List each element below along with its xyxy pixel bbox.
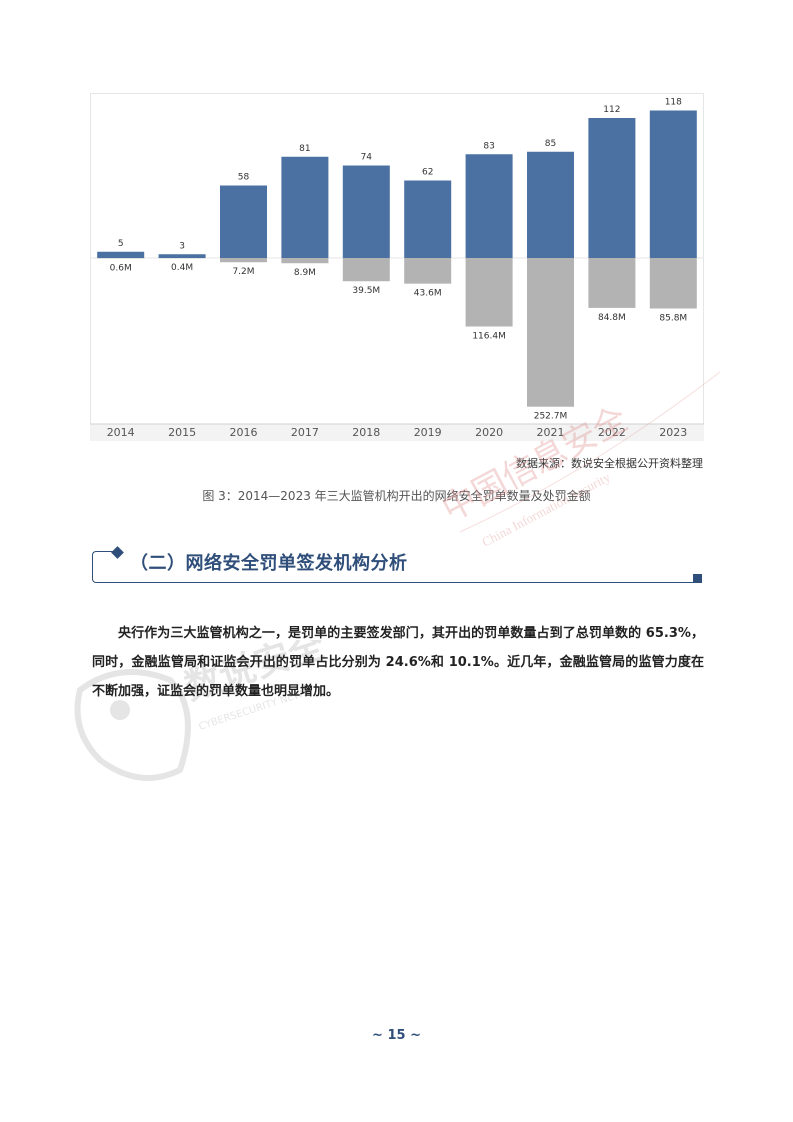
section-heading: （二）网络安全罚单签发机构分析: [92, 546, 702, 583]
data-label-count-2023: 118: [665, 98, 682, 108]
data-label-amount-2020: 116.4M: [472, 332, 506, 342]
bar-count-2023: [649, 110, 697, 258]
data-label-amount-2015: 0.4M: [171, 263, 193, 273]
page-number: ~ 15 ~: [372, 1028, 421, 1043]
bar-amount-2017: [281, 258, 329, 264]
square-icon: [693, 574, 702, 583]
x-tick-label-2016: 2016: [230, 426, 258, 439]
bar-count-2015: [158, 254, 206, 258]
bar-count-2021: [527, 151, 574, 258]
bar-count-2022: [588, 118, 636, 258]
data-source-note: 数据来源：数说安全根据公开资料整理: [516, 457, 703, 470]
bar-count-2018: [342, 165, 390, 258]
data-label-amount-2018: 39.5M: [352, 286, 380, 296]
data-label-count-2017: 81: [299, 144, 310, 154]
bar-count-2016: [220, 185, 267, 258]
bar-count-2014: [97, 251, 145, 258]
data-label-amount-2023: 85.8M: [659, 313, 687, 323]
x-tick-label-2014: 2014: [107, 426, 135, 439]
data-label-count-2020: 83: [483, 141, 494, 151]
x-tick-label-2022: 2022: [598, 426, 626, 439]
x-tick-label-2015: 2015: [168, 426, 196, 439]
bar-chart: 5 0.6M 2014 3 0.4M 2015 58 7.2M 2016 81 8.9M 2017 74…: [90, 93, 704, 441]
bar-amount-2020: [465, 258, 513, 327]
data-label-count-2014: 5: [118, 239, 124, 249]
section-title: （二）网络安全罚单签发机构分析: [130, 553, 408, 574]
data-label-amount-2017: 8.9M: [294, 268, 316, 278]
bar-amount-2018: [342, 258, 390, 282]
x-tick-label-2017: 2017: [291, 426, 319, 439]
data-label-amount-2022: 84.8M: [598, 313, 626, 323]
data-label-count-2022: 112: [603, 105, 620, 115]
chart-svg: 5 0.6M 2014 3 0.4M 2015 58 7.2M 2016 81 8.9M 2017 74…: [90, 93, 704, 441]
bar-amount-2023: [649, 258, 697, 309]
data-label-count-2018: 74: [361, 153, 373, 163]
bar-count-2020: [465, 154, 513, 258]
bar-amount-2022: [588, 258, 636, 308]
x-tick-label-2021: 2021: [537, 426, 565, 439]
bar-count-2017: [281, 156, 329, 258]
data-label-count-2016: 58: [238, 173, 250, 183]
x-axis-band: [90, 424, 704, 441]
figure-caption: 图 3：2014—2023 年三大监管机构开出的网络安全罚单数量及处罚金额: [202, 489, 591, 503]
data-label-amount-2019: 43.6M: [414, 289, 442, 299]
data-label-amount-2014: 0.6M: [110, 263, 132, 273]
bar-amount-2016: [220, 258, 267, 263]
body-paragraph: 央行作为三大监管机构之一，是罚单的主要签发部门，其开出的罚单数量占到了总罚单数的…: [92, 626, 704, 699]
data-label-count-2019: 62: [422, 168, 433, 178]
x-tick-label-2019: 2019: [414, 426, 442, 439]
data-label-amount-2016: 7.2M: [232, 267, 254, 277]
data-label-amount-2021: 252.7M: [534, 412, 568, 422]
bar-amount-2021: [527, 258, 574, 407]
watermark-stamp-en: China Information Security: [479, 469, 613, 550]
bar-amount-2019: [404, 258, 452, 284]
x-tick-label-2018: 2018: [352, 426, 380, 439]
data-label-count-2021: 85: [545, 139, 556, 149]
x-tick-label-2020: 2020: [475, 426, 503, 439]
x-tick-label-2023: 2023: [659, 426, 687, 439]
data-label-count-2015: 3: [179, 241, 185, 251]
bar-count-2019: [404, 180, 452, 258]
